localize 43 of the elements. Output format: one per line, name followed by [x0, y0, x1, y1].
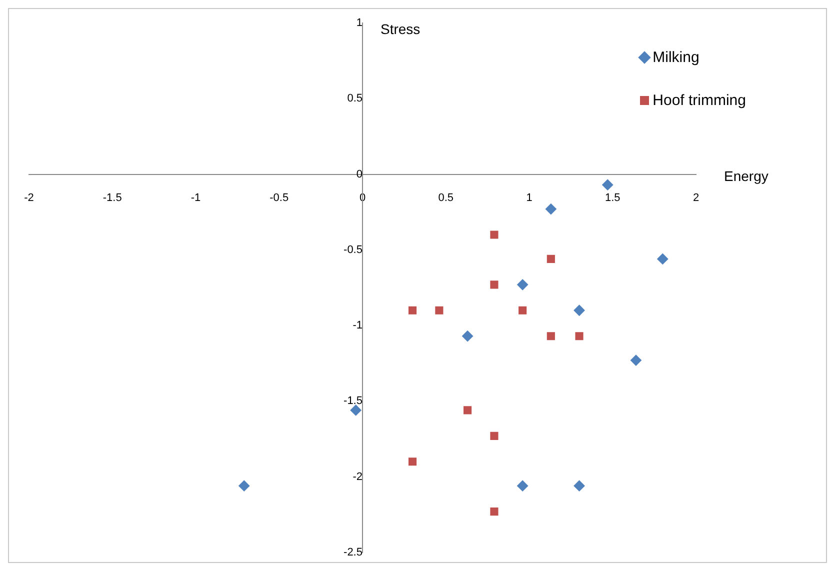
y-tick-label: -1	[352, 320, 362, 332]
y-axis-title: Stress	[380, 20, 420, 37]
x-tick-label: -2	[24, 192, 34, 204]
point	[435, 306, 444, 314]
point	[630, 354, 642, 366]
point	[238, 480, 250, 492]
point	[490, 280, 498, 289]
x-tick-label: 2	[692, 192, 700, 204]
x-tick-label: -0.5	[270, 192, 289, 204]
point	[490, 508, 498, 516]
y-tick-label: -0.5	[344, 244, 362, 256]
legend-label: Hoof trimming	[652, 92, 746, 109]
x-axis-title: Energy	[724, 168, 768, 184]
x-tick-label: 1	[526, 192, 532, 204]
point	[517, 480, 528, 492]
y-tick-label: 0.5	[347, 92, 362, 105]
point	[518, 306, 527, 314]
point	[464, 406, 472, 414]
point	[546, 332, 555, 340]
legend-label: Milking	[652, 49, 700, 66]
y-tick-label: 1	[356, 17, 362, 30]
point	[546, 254, 555, 263]
point	[545, 204, 556, 215]
point	[575, 332, 584, 340]
point	[490, 432, 498, 440]
x-tick-label: 1.5	[604, 192, 620, 204]
y-tick-label: 0	[356, 168, 362, 180]
point	[408, 306, 417, 314]
point	[602, 179, 614, 190]
y-tick-label: -1.5	[344, 395, 362, 408]
x-tick-label: -1	[190, 192, 201, 204]
y-tick-label: -2	[352, 470, 362, 483]
x-tick-label: 0.5	[438, 192, 454, 204]
y-tick-label: -2.5	[344, 546, 362, 558]
x-tick-label: -1.5	[102, 192, 122, 204]
point	[657, 253, 668, 264]
point	[574, 480, 585, 492]
point	[517, 279, 528, 290]
point	[350, 404, 362, 416]
point	[408, 458, 417, 466]
point	[574, 304, 585, 316]
point	[490, 230, 498, 239]
point	[462, 330, 474, 342]
